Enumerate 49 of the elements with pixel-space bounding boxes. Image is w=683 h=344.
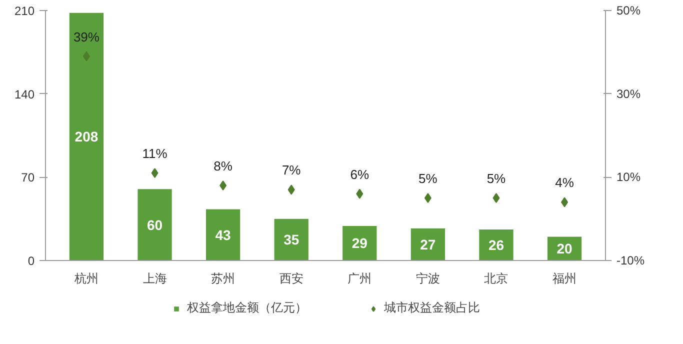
- legend-label: 权益拿地金额（亿元）: [187, 300, 307, 316]
- y2-tick-label: -10%: [616, 254, 645, 268]
- y2-tick-label: 50%: [616, 4, 641, 18]
- point: [424, 193, 432, 203]
- y-tick-label: 0: [28, 254, 35, 268]
- x-tick-label: 苏州: [211, 272, 236, 286]
- bar: [410, 228, 446, 260]
- point: [561, 197, 568, 208]
- y-tick-label: 140: [14, 87, 35, 102]
- data-label: 11%: [142, 146, 168, 161]
- point: [220, 180, 227, 190]
- x-tick-label: 宁波: [416, 272, 440, 286]
- point: [82, 51, 90, 62]
- x-tick-label: 福州: [552, 272, 577, 286]
- data-label: 39%: [73, 29, 100, 44]
- data-label: 27: [420, 236, 436, 252]
- point: [288, 184, 295, 195]
- data-label: 8%: [214, 158, 233, 174]
- data-label: 7%: [282, 162, 302, 178]
- y2-tick-label: 10%: [616, 170, 641, 184]
- data-label: 29: [352, 235, 368, 252]
- point: [356, 188, 364, 199]
- bar: [206, 209, 240, 260]
- bar: [479, 230, 514, 260]
- data-label: 5%: [486, 171, 506, 186]
- legend-label: 城市权益金额占比: [384, 300, 480, 316]
- data-label: 4%: [555, 175, 574, 190]
- data-label: 43: [215, 226, 232, 243]
- data-label: 20: [556, 240, 573, 257]
- data-label: 5%: [418, 171, 438, 186]
- x-tick-label: 上海: [142, 272, 167, 286]
- y2-tick-label: 30%: [616, 86, 641, 101]
- point: [151, 168, 158, 178]
- data-label: 26: [488, 237, 504, 254]
- bar: [138, 189, 172, 260]
- data-label: 35: [284, 232, 300, 248]
- data-label: 208: [74, 128, 98, 145]
- data-label: 60: [146, 216, 163, 233]
- point: [492, 193, 500, 203]
- bar: [342, 226, 377, 260]
- x-tick-label: 杭州: [73, 272, 98, 286]
- x-tick-label: 广州: [348, 272, 372, 286]
- y-tick-label: 70: [21, 170, 35, 185]
- x-tick-label: 西安: [279, 272, 304, 286]
- y-tick-label: 210: [14, 4, 35, 18]
- bar: [69, 12, 104, 260]
- x-tick-label: 北京: [484, 272, 508, 286]
- data-label: 6%: [350, 166, 370, 182]
- bar: [274, 218, 308, 260]
